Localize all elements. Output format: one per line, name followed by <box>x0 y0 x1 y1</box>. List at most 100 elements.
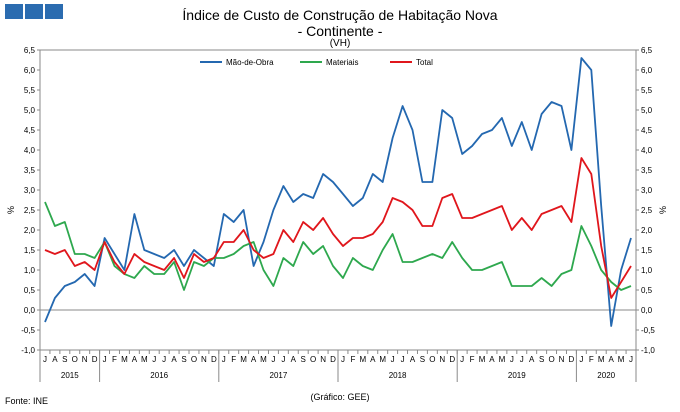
y-tick-label-right: 5,5 <box>641 86 653 95</box>
month-label: S <box>420 355 425 364</box>
y-tick-label-left: 6,0 <box>24 66 36 75</box>
series-line-materiais <box>44 201 632 291</box>
month-label: J <box>460 355 464 364</box>
y-tick-label-right: 4,5 <box>641 126 653 135</box>
y-tick-label-left: 4,5 <box>24 126 36 135</box>
month-label: J <box>281 355 285 364</box>
month-label: F <box>231 355 236 364</box>
month-label: A <box>529 355 535 364</box>
gee-logo <box>5 4 63 19</box>
y-tick-label-left: 0,5 <box>24 286 36 295</box>
month-label: J <box>520 355 524 364</box>
legend-label: Total <box>416 58 433 67</box>
month-label: A <box>410 355 416 364</box>
y-tick-label-left: 1,5 <box>24 246 36 255</box>
month-label: J <box>162 355 166 364</box>
month-label: F <box>589 355 594 364</box>
y-tick-label-left: 0,0 <box>24 306 36 315</box>
month-label: A <box>291 355 297 364</box>
month-label: J <box>579 355 583 364</box>
month-label: M <box>598 355 605 364</box>
series-line-total <box>44 157 632 299</box>
legend-label: Materiais <box>326 58 358 67</box>
logo-block <box>45 4 63 19</box>
y-tick-label-right: -1,0 <box>641 346 655 355</box>
month-label: J <box>401 355 405 364</box>
month-label: M <box>379 355 386 364</box>
y-tick-label-right: 5,0 <box>641 106 653 115</box>
month-label: D <box>330 355 336 364</box>
month-label: M <box>141 355 148 364</box>
y-tick-label-left: -1,0 <box>21 346 35 355</box>
y-tick-label-right: 2,5 <box>641 206 653 215</box>
month-label: S <box>301 355 306 364</box>
month-label: N <box>82 355 88 364</box>
year-label: 2015 <box>61 371 79 380</box>
month-label: N <box>559 355 565 364</box>
plot-frame <box>39 49 637 351</box>
month-label: S <box>62 355 67 364</box>
year-label: 2017 <box>270 371 288 380</box>
month-label: O <box>548 355 554 364</box>
y-tick-label-right: 2,0 <box>641 226 653 235</box>
month-label: O <box>191 355 197 364</box>
month-label: J <box>629 355 633 364</box>
series-line-m-o-de-obra <box>44 57 632 327</box>
y-tick-label-left: 4,0 <box>24 146 36 155</box>
logo-block <box>5 4 23 19</box>
month-label: A <box>251 355 257 364</box>
month-label: A <box>171 355 177 364</box>
y-tick-label-right: 6,5 <box>641 46 653 55</box>
month-label: J <box>103 355 107 364</box>
y-tick-label-right: 0,5 <box>641 286 653 295</box>
y-tick-label-right: 3,5 <box>641 166 653 175</box>
month-label: S <box>181 355 186 364</box>
y-tick-label-right: 1,5 <box>641 246 653 255</box>
y-tick-label-right: -0,5 <box>641 326 655 335</box>
month-label: A <box>132 355 138 364</box>
month-label: A <box>370 355 376 364</box>
month-label: F <box>350 355 355 364</box>
source-note: Fonte: INE <box>5 396 49 406</box>
month-label: O <box>310 355 316 364</box>
month-label: A <box>608 355 614 364</box>
month-label: M <box>260 355 267 364</box>
year-label: 2016 <box>150 371 168 380</box>
month-label: M <box>121 355 128 364</box>
y-tick-label-right: 6,0 <box>641 66 653 75</box>
y-axis-label-left: % <box>6 206 16 214</box>
chart-unit: (VH) <box>329 38 351 49</box>
y-tick-label-left: 5,0 <box>24 106 36 115</box>
month-label: N <box>320 355 326 364</box>
y-tick-label-left: 5,5 <box>24 86 36 95</box>
chart-title: Índice de Custo de Construção de Habitaç… <box>182 7 498 23</box>
month-label: F <box>470 355 475 364</box>
month-label: J <box>222 355 226 364</box>
year-label: 2020 <box>597 371 615 380</box>
month-label: D <box>92 355 98 364</box>
month-label: M <box>359 355 366 364</box>
month-label: M <box>499 355 506 364</box>
month-label: M <box>618 355 625 364</box>
y-tick-label-left: 3,5 <box>24 166 36 175</box>
month-label: J <box>391 355 395 364</box>
chart-subtitle: - Continente - <box>297 23 383 39</box>
month-label: N <box>201 355 207 364</box>
y-tick-label-left: 6,5 <box>24 46 36 55</box>
month-label: A <box>489 355 495 364</box>
month-label: J <box>271 355 275 364</box>
y-tick-label-right: 0,0 <box>641 306 653 315</box>
y-tick-label-left: 1,0 <box>24 266 36 275</box>
month-label: D <box>569 355 575 364</box>
y-tick-label-right: 3,0 <box>641 186 653 195</box>
month-label: J <box>152 355 156 364</box>
y-tick-label-right: 1,0 <box>641 266 653 275</box>
y-tick-label-left: 2,5 <box>24 206 36 215</box>
month-label: S <box>539 355 544 364</box>
month-label: M <box>479 355 486 364</box>
year-label: 2018 <box>389 371 407 380</box>
legend-label: Mão-de-Obra <box>226 58 274 67</box>
month-label: F <box>112 355 117 364</box>
y-axis-label-right: % <box>658 206 668 214</box>
